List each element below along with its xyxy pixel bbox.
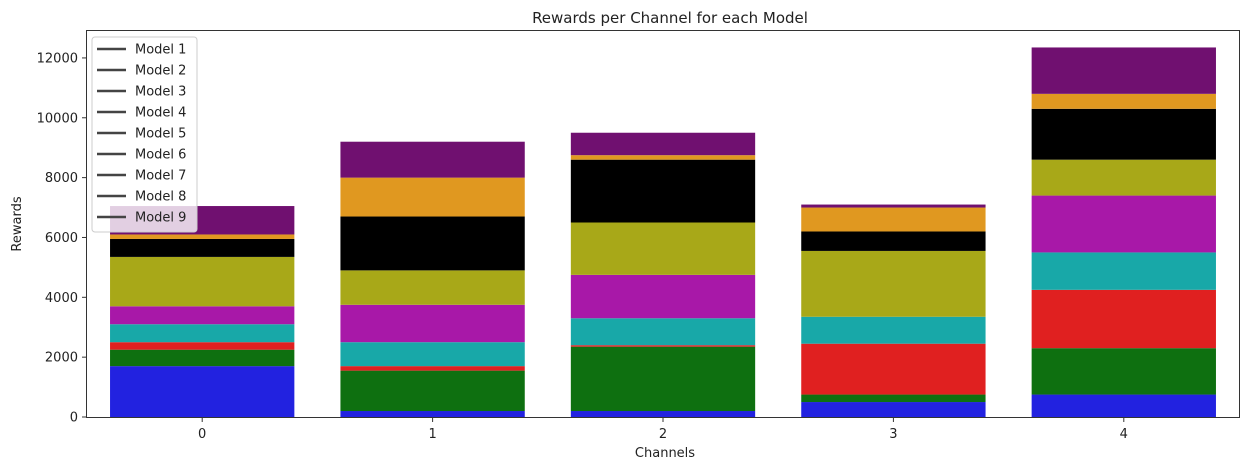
bar-model-2-channel-4 xyxy=(1031,348,1216,395)
bar-model-6-channel-2 xyxy=(570,222,756,275)
bar-model-3-channel-0 xyxy=(110,342,295,350)
x-tick-label: 1 xyxy=(428,427,436,442)
y-tick-label: 8000 xyxy=(45,171,78,186)
legend-label: Model 1 xyxy=(135,43,186,58)
bar-model-1-channel-2 xyxy=(570,411,756,417)
x-axis: 0 1 2 3 4 xyxy=(198,417,1128,442)
bar-model-5-channel-0 xyxy=(110,306,295,325)
bar-model-4-channel-0 xyxy=(110,324,295,343)
bar-model-3-channel-3 xyxy=(801,343,986,395)
bar-model-6-channel-3 xyxy=(801,250,986,317)
y-axis: 0 2000 4000 6000 8000 10000 12000 xyxy=(37,51,87,426)
legend-label: Model 3 xyxy=(135,85,186,100)
bar-model-5-channel-2 xyxy=(570,274,756,319)
y-axis-label: Rewards xyxy=(10,196,25,251)
bar-model-8-channel-1 xyxy=(340,177,525,217)
bar-model-8-channel-0 xyxy=(110,234,295,239)
bar-model-4-channel-1 xyxy=(340,342,525,367)
bar-model-7-channel-4 xyxy=(1031,108,1216,160)
chart-title: Rewards per Channel for each Model xyxy=(532,9,808,27)
bar-model-1-channel-4 xyxy=(1031,394,1216,417)
legend-label: Model 7 xyxy=(135,169,186,184)
x-tick-label: 2 xyxy=(659,427,667,442)
legend-label: Model 5 xyxy=(135,127,186,142)
bar-model-8-channel-2 xyxy=(570,155,756,160)
bar-model-1-channel-3 xyxy=(801,402,986,417)
legend-box xyxy=(91,36,198,233)
x-tick-label: 3 xyxy=(889,427,897,442)
bar-model-8-channel-4 xyxy=(1031,93,1216,109)
bar-model-6-channel-4 xyxy=(1031,159,1216,196)
bar-model-4-channel-2 xyxy=(570,318,756,346)
bar-model-5-channel-4 xyxy=(1031,195,1216,253)
bar-model-9-channel-2 xyxy=(570,132,756,156)
bar-model-3-channel-1 xyxy=(340,366,525,371)
bar-model-9-channel-3 xyxy=(801,204,986,208)
bar-model-1-channel-1 xyxy=(340,411,525,417)
bar-model-2-channel-1 xyxy=(340,370,525,412)
bar-model-5-channel-1 xyxy=(340,304,525,343)
legend-label: Model 6 xyxy=(135,148,186,163)
bars-group xyxy=(110,47,1216,417)
y-tick-label: 6000 xyxy=(45,231,78,246)
y-tick-label: 4000 xyxy=(45,291,78,306)
x-tick-label: 4 xyxy=(1120,427,1128,442)
legend-label: Model 4 xyxy=(135,106,186,121)
legend-label: Model 9 xyxy=(135,211,186,226)
bar-model-2-channel-0 xyxy=(110,349,295,367)
bar-model-4-channel-3 xyxy=(801,316,986,344)
bar-model-9-channel-4 xyxy=(1031,47,1216,94)
bar-model-9-channel-1 xyxy=(340,141,525,178)
bar-model-2-channel-2 xyxy=(570,346,756,412)
bar-model-8-channel-3 xyxy=(801,207,986,232)
plot-frame xyxy=(86,30,1240,418)
bar-model-6-channel-0 xyxy=(110,256,295,307)
y-tick-label: 12000 xyxy=(37,51,78,66)
x-tick-label: 0 xyxy=(198,427,206,442)
bar-model-7-channel-3 xyxy=(801,231,986,251)
bar-model-7-channel-1 xyxy=(340,216,525,271)
bar-model-2-channel-3 xyxy=(801,394,986,403)
bar-model-1-channel-0 xyxy=(110,366,295,417)
legend: Model 1 Model 2 Model 3 Model 4 Model 5 Model… xyxy=(91,36,198,233)
x-axis-label: Channels xyxy=(635,446,695,461)
y-tick-label: 0 xyxy=(70,411,78,426)
y-tick-label: 2000 xyxy=(45,351,78,366)
bar-model-7-channel-2 xyxy=(570,159,756,223)
legend-label: Model 8 xyxy=(135,190,186,205)
bar-model-6-channel-1 xyxy=(340,270,525,305)
bar-model-3-channel-2 xyxy=(570,345,756,347)
bar-model-3-channel-4 xyxy=(1031,289,1216,349)
legend-label: Model 2 xyxy=(135,64,186,79)
bar-model-7-channel-0 xyxy=(110,238,295,257)
bar-model-4-channel-4 xyxy=(1031,252,1216,290)
y-tick-label: 10000 xyxy=(37,111,78,126)
